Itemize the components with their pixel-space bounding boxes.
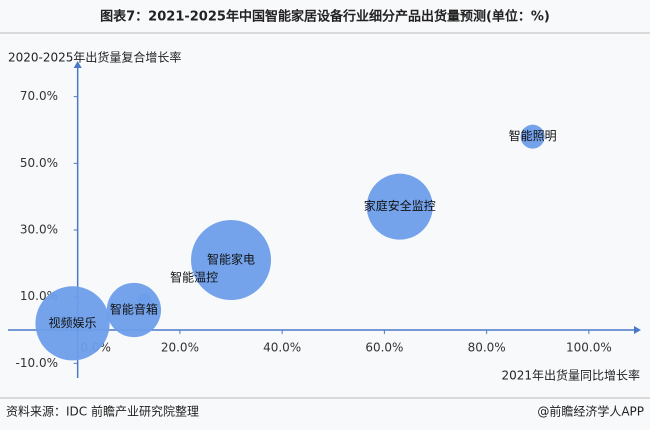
- x-tick-label: 40.0%: [263, 341, 301, 355]
- bubble: [35, 286, 110, 361]
- bubble-label: 视频娱乐: [49, 315, 97, 330]
- bubble-label: 智能家电: [207, 252, 255, 267]
- x-tick-label: 80.0%: [468, 341, 506, 355]
- axis-arrow: [634, 326, 641, 334]
- y-tick-label: 30.0%: [20, 223, 58, 237]
- bubble-label: 智能音箱: [110, 302, 158, 317]
- axis-arrow: [73, 61, 82, 68]
- x-tick-label: 20.0%: [161, 341, 199, 355]
- source-note: 资料来源：IDC 前瞻产业研究院整理: [6, 404, 199, 419]
- y-tick-label: -10.0%: [16, 356, 58, 370]
- bubble: [106, 282, 162, 338]
- y-tick-label: 70.0%: [20, 89, 58, 103]
- bubble: [366, 173, 433, 240]
- x-axis-title: 2021年出货量同比增长率: [501, 368, 640, 383]
- y-axis-title: 2020-2025年出货量复合增长率: [8, 50, 181, 65]
- bubble-label: 智能照明: [509, 128, 557, 143]
- x-tick-label: 60.0%: [365, 341, 403, 355]
- x-tick-label: 100.0%: [566, 341, 612, 355]
- bubble-label: 家庭安全监控: [364, 198, 436, 213]
- brand: @前瞻经济学人APP: [537, 404, 644, 419]
- chart-title: 图表7：2021-2025年中国智能家居设备行业细分产品出货量预测(单位：%): [100, 9, 550, 25]
- y-tick-label: 50.0%: [20, 156, 58, 170]
- bubble: [520, 124, 545, 149]
- bubble: [191, 220, 272, 300]
- bubble-label: 智能温控: [170, 270, 218, 285]
